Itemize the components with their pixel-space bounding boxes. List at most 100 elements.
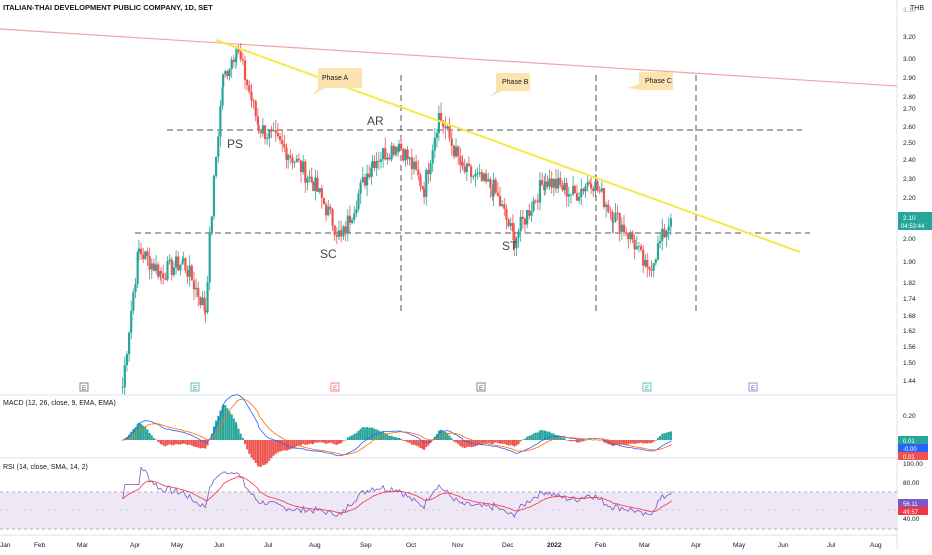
macd-histogram-bar: [425, 440, 428, 448]
macd-histogram-bar: [259, 440, 262, 467]
event-marker-3[interactable]: E: [330, 382, 340, 392]
macd-histogram-bar: [600, 440, 603, 441]
price-tick: 2.20: [903, 195, 916, 202]
candle: [648, 267, 651, 270]
candle: [232, 59, 235, 62]
macd-histogram-bar: [289, 440, 292, 450]
macd-histogram-bar: [140, 423, 143, 440]
macd-histogram-bar: [410, 440, 413, 445]
event-marker-5[interactable]: E: [642, 382, 652, 392]
candle: [219, 105, 222, 137]
candle: [283, 144, 286, 148]
svg-text:E: E: [645, 385, 650, 392]
label-st: ST: [502, 239, 518, 253]
candle: [304, 161, 307, 183]
candle: [521, 216, 524, 219]
rsi-ma-line: [122, 476, 672, 514]
descending-trendline[interactable]: [215, 39, 801, 253]
macd-histogram-bar: [379, 431, 382, 440]
candle: [625, 232, 628, 235]
macd-histogram-bar: [348, 436, 351, 440]
candle: [316, 177, 319, 193]
macd-histogram-bar: [306, 440, 309, 445]
phase-b-callout[interactable]: Phase B: [490, 73, 530, 97]
event-marker-2[interactable]: E: [190, 382, 200, 392]
candle: [365, 173, 369, 186]
rsi-line: [122, 466, 672, 519]
macd-histogram-bar: [152, 437, 155, 440]
macd-histogram-bar: [388, 435, 391, 440]
candle: [474, 173, 477, 177]
price-tick: 1.90: [903, 259, 916, 266]
candle: [340, 235, 343, 237]
macd-histogram-bar: [446, 432, 449, 440]
candle: [421, 186, 424, 189]
event-marker-6[interactable]: E: [748, 382, 758, 392]
candle: [182, 258, 185, 261]
macd-histogram-bar: [331, 440, 334, 444]
candle: [492, 179, 495, 197]
macd-histogram-bar: [274, 440, 277, 454]
phase-a-callout[interactable]: Phase A: [312, 68, 362, 95]
candle: [206, 282, 209, 313]
macd-histogram-bar: [377, 430, 380, 440]
macd-histogram-bar: [496, 440, 499, 443]
candle: [452, 145, 455, 157]
macd-histogram-bar: [179, 440, 182, 445]
macd-histogram-bar: [357, 430, 360, 440]
macd-histogram-bar: [476, 440, 479, 446]
macd-histogram-bar: [629, 440, 632, 444]
macd-line: [122, 394, 672, 456]
macd-histogram-bar: [295, 440, 298, 447]
macd-histogram-bar: [494, 440, 497, 443]
candle: [616, 212, 619, 214]
time-tick: Jul: [827, 542, 836, 549]
macd-histogram-bar: [580, 440, 583, 442]
macd-histogram-bar: [635, 440, 638, 444]
event-marker-4[interactable]: E: [476, 382, 486, 392]
macd-histogram-bar: [661, 433, 664, 440]
event-marker-1[interactable]: E: [79, 382, 89, 392]
price-tick: 2.80: [903, 94, 916, 101]
candle: [511, 222, 514, 232]
candle: [179, 264, 182, 271]
macd-histogram-bar: [257, 440, 260, 467]
time-axis[interactable]: Jan Feb Mar Apr May Jun Jul Aug Sep Oct …: [0, 542, 882, 549]
time-tick: May: [171, 542, 184, 549]
candle: [237, 49, 240, 52]
phase-c-callout[interactable]: Phase C: [627, 72, 673, 90]
time-tick: Aug: [309, 542, 321, 549]
time-tick: Apr: [691, 542, 702, 549]
macd-histogram-bar: [327, 440, 330, 444]
macd-histogram-bar: [266, 440, 269, 464]
resistance-line[interactable]: [0, 28, 898, 87]
candle: [429, 163, 432, 175]
last-price-marker[interactable]: 2.10 04:53:44: [898, 212, 932, 230]
candle: [590, 183, 593, 189]
macd-histogram-bar: [254, 440, 257, 463]
svg-text:E: E: [479, 385, 484, 392]
macd-histogram-bar: [485, 440, 488, 444]
macd-histogram-bar: [340, 440, 343, 443]
candle: [246, 80, 249, 86]
candle: [588, 182, 591, 184]
candle: [498, 195, 502, 206]
time-tick: Apr: [130, 542, 141, 549]
macd-histogram-bar: [270, 440, 273, 459]
time-tick: Nov: [452, 542, 464, 549]
price-axis[interactable]: 3.10 3.20 3.00 2.90 2.80 2.70 2.60 2.50 …: [903, 7, 916, 385]
price-tick: 1.68: [903, 313, 916, 320]
phase-b-label: Phase B: [502, 79, 529, 86]
macd-histogram-bar: [435, 434, 438, 440]
macd-histogram-bar: [408, 440, 411, 443]
candle: [327, 206, 330, 216]
candle: [194, 287, 198, 290]
candle: [168, 259, 171, 262]
macd-histogram-bar: [612, 440, 615, 447]
candle: [137, 248, 141, 253]
candle: [633, 239, 636, 250]
macd-histogram-bar: [482, 440, 485, 444]
candle: [139, 248, 143, 255]
macd-histogram-bar: [157, 440, 160, 442]
label-sc: SC: [320, 247, 337, 261]
